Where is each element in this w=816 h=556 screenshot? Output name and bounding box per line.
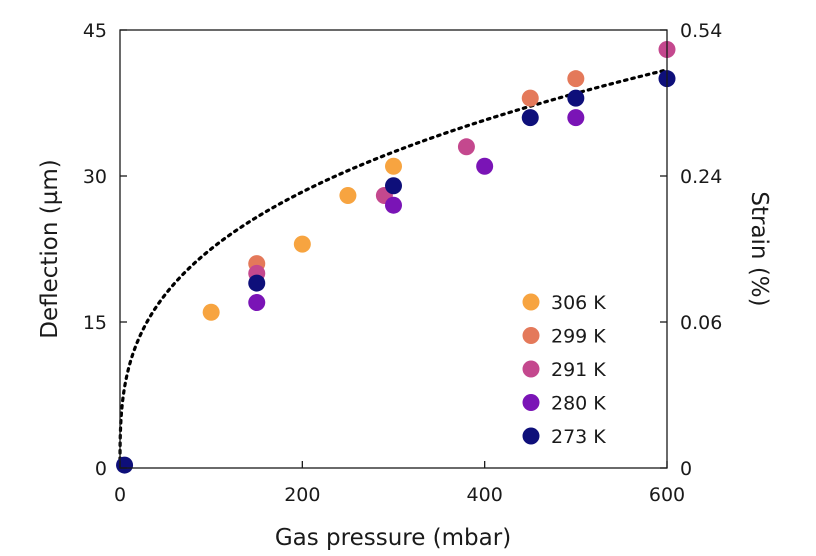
legend-marker [522, 327, 540, 344]
x-axis-title: Gas pressure (mbar) [275, 525, 511, 551]
point-280k [567, 109, 585, 127]
y-tick-label: 0 [95, 458, 107, 480]
x-tick-label: 400 [467, 484, 503, 506]
point-299k [521, 89, 539, 107]
legend-label: 306 K [551, 292, 606, 314]
y-tick-label: 30 [83, 166, 107, 188]
y-axis-title: Deflection (µm) [37, 159, 63, 339]
point-280k [385, 196, 402, 214]
point-306k [339, 186, 357, 204]
legend-label: 299 K [551, 326, 606, 348]
legend-label: 273 K [551, 426, 606, 448]
y2-tick-label: 0.24 [680, 166, 722, 188]
legend-marker [522, 394, 540, 411]
point-299k [567, 70, 585, 88]
legend: 306 K 299 K 291 K 280 K 273 K [522, 292, 606, 448]
legend-label: 280 K [551, 393, 606, 415]
plot-frame [119, 29, 668, 469]
x-tick-label: 600 [649, 484, 685, 506]
legend-marker [522, 293, 540, 311]
fit-curve [118, 68, 669, 470]
point-273k [248, 274, 266, 292]
point-273k [116, 456, 134, 474]
x-tick-label: 0 [114, 484, 126, 506]
point-273k [385, 177, 402, 195]
point-280k [248, 294, 266, 312]
point-306k [202, 303, 220, 321]
point-306k [385, 157, 402, 175]
y2-tick-label: 0 [680, 458, 692, 480]
y2-axis-title: Strain (%) [746, 191, 772, 306]
point-306k [293, 235, 311, 253]
y2-tick-label: 0.54 [680, 20, 722, 42]
point-291k [457, 138, 475, 156]
y-tick-label: 15 [83, 312, 107, 334]
point-273k [521, 109, 539, 127]
point-273k [567, 89, 585, 107]
y2-tick-label: 0.06 [680, 312, 722, 334]
x-tick-label: 200 [284, 484, 320, 506]
y-tick-label: 45 [83, 20, 107, 42]
point-280k [476, 157, 494, 175]
legend-marker [522, 427, 540, 445]
legend-marker [522, 360, 540, 378]
legend-label: 291 K [551, 359, 606, 381]
